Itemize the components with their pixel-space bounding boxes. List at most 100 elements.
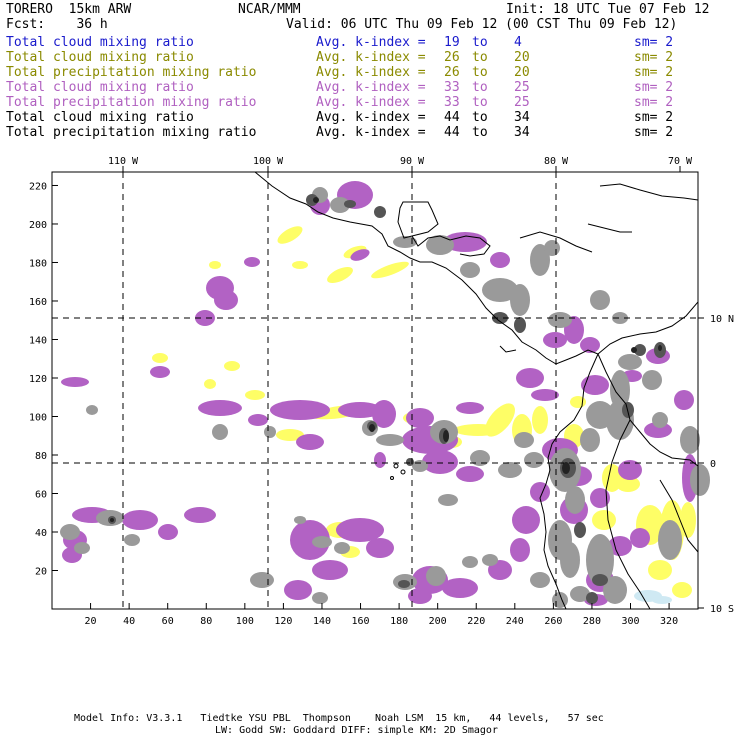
purple-field (312, 560, 348, 580)
purple-field (543, 332, 567, 348)
yellow-field (224, 361, 240, 371)
purple-field (581, 375, 609, 395)
gray-field (470, 450, 490, 466)
purple-field (406, 408, 434, 428)
purple-field (374, 452, 386, 468)
x-tick-label: 20 (85, 616, 97, 627)
purple-field (336, 518, 384, 542)
legend-from: 33 (444, 95, 460, 110)
gray-field (393, 236, 417, 248)
legend-field: Total cloud mixing ratio (6, 50, 194, 65)
lat-label: 10 N (710, 314, 734, 325)
gray-field (334, 542, 350, 554)
lon-label: 80 W (544, 156, 569, 167)
x-tick-label: 220 (467, 616, 485, 627)
gray-field (690, 464, 710, 496)
legend-from: 44 (444, 110, 460, 125)
gray-field (462, 556, 478, 568)
gray-field (250, 572, 274, 588)
physics-info: LW: Godd SW: Goddard DIFF: simple KM: 2D… (215, 725, 498, 736)
lat-lon-grid (52, 172, 698, 609)
yellow-field (592, 510, 616, 530)
valid-time: Valid: 06 UTC Thu 09 Feb 12 (00 CST Thu … (286, 17, 678, 32)
gray-field (530, 572, 550, 588)
cloud-fields (60, 181, 710, 608)
y-tick-label: 140 (29, 335, 47, 346)
x-tick-label: 240 (506, 616, 524, 627)
purple-field (490, 252, 510, 268)
dark-gray-field (306, 194, 318, 206)
purple-field (580, 337, 600, 353)
gray-field (482, 278, 518, 302)
yellow-field (152, 353, 168, 363)
legend-field: Total precipitation mixing ratio (6, 95, 257, 110)
legend-to-word: to (472, 95, 488, 110)
gray-field (212, 424, 228, 440)
gray-field (330, 197, 350, 213)
purple-field (184, 507, 216, 523)
purple-field (290, 520, 330, 560)
x-tick-label: 120 (274, 616, 292, 627)
model-title: TORERO 15km ARW (6, 2, 132, 17)
legend-kindex: Avg. k-index = (316, 80, 426, 95)
legend-to-word: to (472, 80, 488, 95)
yellow-field (209, 261, 221, 269)
x-tick-label: 140 (313, 616, 331, 627)
legend-from: 26 (444, 65, 460, 80)
black-field (369, 424, 375, 432)
legend-from: 26 (444, 50, 460, 65)
dark-gray-field (406, 458, 414, 466)
y-tick-label: 80 (35, 451, 47, 462)
legend-to: 20 (514, 50, 530, 65)
purple-field (408, 588, 432, 604)
gray-field (586, 534, 614, 586)
gray-field (426, 235, 454, 255)
purple-field (442, 578, 478, 598)
legend-kindex: Avg. k-index = (316, 50, 426, 65)
lon-label: 110 W (108, 156, 139, 167)
yellow-field (276, 429, 304, 441)
gray-field (680, 426, 700, 454)
lat-label: 0 (710, 459, 716, 470)
legend-to-word: to (472, 125, 488, 140)
yellow-field (277, 226, 303, 244)
lon-label: 100 W (253, 156, 284, 167)
legend-to: 34 (514, 110, 530, 125)
dark-gray-field (374, 206, 386, 218)
x-tick-label: 100 (236, 616, 254, 627)
y-tick-label: 160 (29, 297, 47, 308)
purple-field (531, 389, 559, 401)
purple-field (422, 450, 458, 474)
gray-field (86, 405, 98, 415)
yellow-field (570, 396, 586, 408)
gray-field (618, 354, 642, 370)
purple-field (590, 488, 610, 508)
gray-field (264, 426, 276, 438)
coastlines (254, 171, 699, 610)
dark-gray-field (492, 312, 508, 324)
gray-field (412, 460, 428, 472)
yellow-field (648, 560, 672, 580)
gray-field (510, 284, 530, 316)
yellow-field (672, 582, 692, 598)
purple-field (270, 400, 330, 420)
yellow-field (616, 476, 640, 492)
legend-field: Total precipitation mixing ratio (6, 65, 257, 80)
init-time: Init: 18 UTC Tue 07 Feb 12 (506, 2, 710, 17)
gray-field (590, 290, 610, 310)
gray-field (658, 520, 682, 560)
x-tick-label: 180 (390, 616, 408, 627)
gray-field (312, 536, 332, 548)
legend-kindex: Avg. k-index = (316, 125, 426, 140)
legend-kindex: Avg. k-index = (316, 110, 426, 125)
purple-field (512, 506, 540, 534)
legend-sm: sm= 2 (634, 95, 674, 110)
gray-field (548, 312, 572, 328)
y-tick-label: 40 (35, 528, 47, 539)
purple-field (456, 402, 484, 414)
purple-field (618, 460, 642, 480)
legend-from: 19 (444, 35, 460, 50)
gray-field (514, 432, 534, 448)
x-tick-label: 80 (200, 616, 212, 627)
x-tick-label: 260 (544, 616, 562, 627)
